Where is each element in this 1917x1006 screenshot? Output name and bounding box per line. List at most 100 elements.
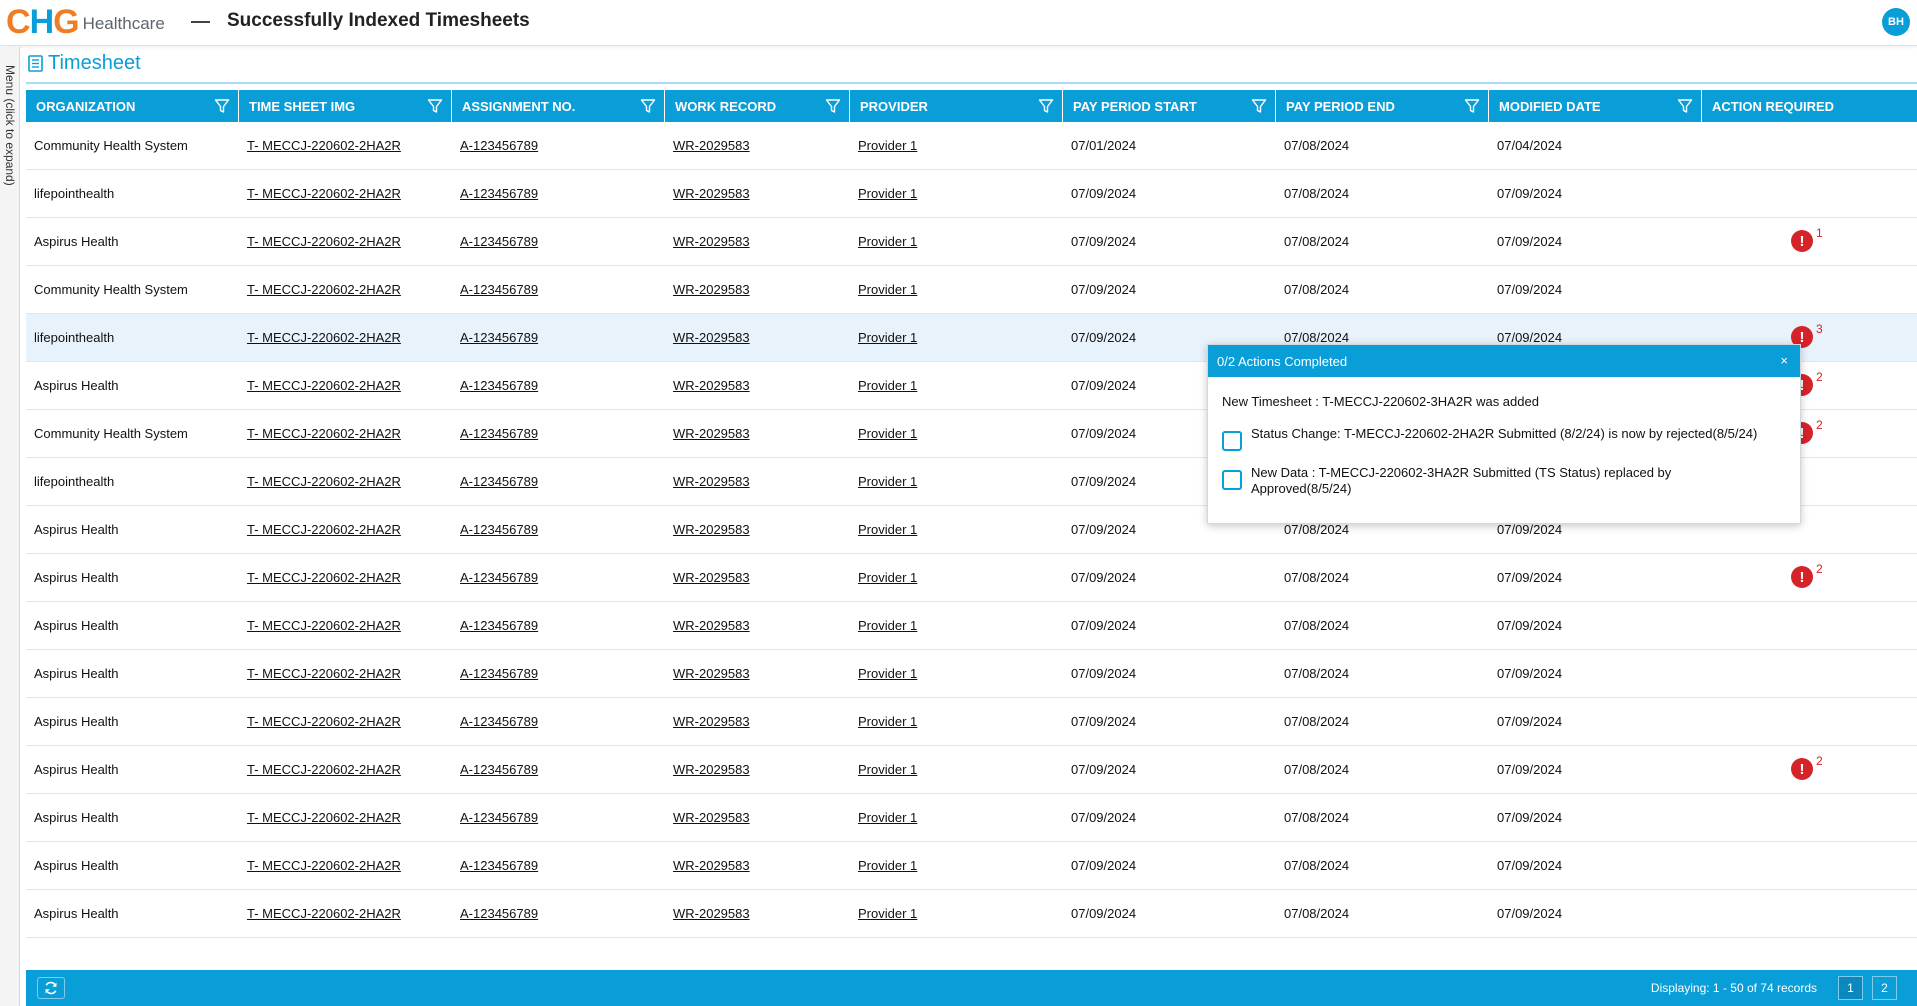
work-record-link[interactable]: WR-2029583 xyxy=(673,618,750,633)
time-sheet-img-link[interactable]: T- MECCJ-220602-2HA2R xyxy=(247,138,401,153)
action-alert[interactable]: ! 2 xyxy=(1791,562,1823,588)
time-sheet-img-link[interactable]: T- MECCJ-220602-2HA2R xyxy=(247,858,401,873)
column-header-time-sheet-img[interactable]: TIME SHEET IMG xyxy=(239,90,452,122)
column-header-pay-period-start[interactable]: PAY PERIOD START xyxy=(1063,90,1276,122)
assignment-no-link[interactable]: A-123456789 xyxy=(460,234,539,249)
alert-icon[interactable]: ! xyxy=(1791,758,1813,780)
filter-icon[interactable] xyxy=(214,98,230,114)
column-header-action-required[interactable]: ACTION REQUIRED xyxy=(1702,90,1917,122)
time-sheet-img-link[interactable]: T- MECCJ-220602-2HA2R xyxy=(247,810,401,825)
provider-link[interactable]: Provider 1 xyxy=(858,618,918,633)
table-row[interactable]: Aspirus Health T- MECCJ-220602-2HA2R A-123… xyxy=(26,842,1917,890)
assignment-no-link[interactable]: A-123456789 xyxy=(460,618,539,633)
time-sheet-img-link[interactable]: T- MECCJ-220602-2HA2R xyxy=(247,474,401,489)
work-record-link[interactable]: WR-2029583 xyxy=(673,762,750,777)
work-record-link[interactable]: WR-2029583 xyxy=(673,330,750,345)
work-record-link[interactable]: WR-2029583 xyxy=(673,666,750,681)
assignment-no-link[interactable]: A-123456789 xyxy=(460,762,539,777)
provider-link[interactable]: Provider 1 xyxy=(858,138,918,153)
assignment-no-link[interactable]: A-123456789 xyxy=(460,714,539,729)
page-button-1[interactable]: 1 xyxy=(1838,976,1863,1000)
table-row[interactable]: Aspirus Health T- MECCJ-220602-2HA2R A-123… xyxy=(26,218,1917,266)
provider-link[interactable]: Provider 1 xyxy=(858,906,918,921)
column-header-organization[interactable]: ORGANIZATION xyxy=(26,90,239,122)
work-record-link[interactable]: WR-2029583 xyxy=(673,282,750,297)
time-sheet-img-link[interactable]: T- MECCJ-220602-2HA2R xyxy=(247,282,401,297)
assignment-no-link[interactable]: A-123456789 xyxy=(460,906,539,921)
page-button-2[interactable]: 2 xyxy=(1872,976,1897,1000)
assignment-no-link[interactable]: A-123456789 xyxy=(460,330,539,345)
filter-icon[interactable] xyxy=(1251,98,1267,114)
work-record-link[interactable]: WR-2029583 xyxy=(673,906,750,921)
table-row[interactable]: Aspirus Health T- MECCJ-220602-2HA2R A-123… xyxy=(26,890,1917,938)
work-record-link[interactable]: WR-2029583 xyxy=(673,570,750,585)
provider-link[interactable]: Provider 1 xyxy=(858,282,918,297)
provider-link[interactable]: Provider 1 xyxy=(858,858,918,873)
chg-healthcare-logo[interactable]: CHG Healthcare xyxy=(6,4,165,40)
table-row[interactable]: Aspirus Health T- MECCJ-220602-2HA2R A-123… xyxy=(26,650,1917,698)
filter-icon[interactable] xyxy=(1677,98,1693,114)
assignment-no-link[interactable]: A-123456789 xyxy=(460,570,539,585)
filter-icon[interactable] xyxy=(1464,98,1480,114)
provider-link[interactable]: Provider 1 xyxy=(858,426,918,441)
work-record-link[interactable]: WR-2029583 xyxy=(673,426,750,441)
time-sheet-img-link[interactable]: T- MECCJ-220602-2HA2R xyxy=(247,330,401,345)
provider-link[interactable]: Provider 1 xyxy=(858,810,918,825)
assignment-no-link[interactable]: A-123456789 xyxy=(460,138,539,153)
table-row[interactable]: lifepointhealth T- MECCJ-220602-2HA2R A-12… xyxy=(26,170,1917,218)
table-row[interactable]: Aspirus Health T- MECCJ-220602-2HA2R A-123… xyxy=(26,746,1917,794)
assignment-no-link[interactable]: A-123456789 xyxy=(460,666,539,681)
filter-icon[interactable] xyxy=(427,98,443,114)
filter-icon[interactable] xyxy=(1038,98,1054,114)
assignment-no-link[interactable]: A-123456789 xyxy=(460,858,539,873)
work-record-link[interactable]: WR-2029583 xyxy=(673,186,750,201)
time-sheet-img-link[interactable]: T- MECCJ-220602-2HA2R xyxy=(247,666,401,681)
alert-icon[interactable]: ! xyxy=(1791,230,1813,252)
work-record-link[interactable]: WR-2029583 xyxy=(673,522,750,537)
column-header-work-record[interactable]: WORK RECORD xyxy=(665,90,850,122)
time-sheet-img-link[interactable]: T- MECCJ-220602-2HA2R xyxy=(247,378,401,393)
action-checkbox[interactable] xyxy=(1222,470,1242,490)
provider-link[interactable]: Provider 1 xyxy=(858,474,918,489)
refresh-button[interactable] xyxy=(37,977,65,999)
time-sheet-img-link[interactable]: T- MECCJ-220602-2HA2R xyxy=(247,234,401,249)
time-sheet-img-link[interactable]: T- MECCJ-220602-2HA2R xyxy=(247,762,401,777)
provider-link[interactable]: Provider 1 xyxy=(858,522,918,537)
table-row[interactable]: Community Health System T- MECCJ-220602-2… xyxy=(26,266,1917,314)
filter-icon[interactable] xyxy=(640,98,656,114)
table-row[interactable]: Aspirus Health T- MECCJ-220602-2HA2R A-123… xyxy=(26,602,1917,650)
provider-link[interactable]: Provider 1 xyxy=(858,330,918,345)
assignment-no-link[interactable]: A-123456789 xyxy=(460,282,539,297)
column-header-pay-period-end[interactable]: PAY PERIOD END xyxy=(1276,90,1489,122)
time-sheet-img-link[interactable]: T- MECCJ-220602-2HA2R xyxy=(247,186,401,201)
assignment-no-link[interactable]: A-123456789 xyxy=(460,186,539,201)
provider-link[interactable]: Provider 1 xyxy=(858,570,918,585)
time-sheet-img-link[interactable]: T- MECCJ-220602-2HA2R xyxy=(247,570,401,585)
provider-link[interactable]: Provider 1 xyxy=(858,378,918,393)
assignment-no-link[interactable]: A-123456789 xyxy=(460,378,539,393)
work-record-link[interactable]: WR-2029583 xyxy=(673,474,750,489)
action-alert[interactable]: ! 1 xyxy=(1791,226,1823,252)
alert-icon[interactable]: ! xyxy=(1791,326,1813,348)
close-icon[interactable]: × xyxy=(1780,353,1788,368)
provider-link[interactable]: Provider 1 xyxy=(858,666,918,681)
work-record-link[interactable]: WR-2029583 xyxy=(673,234,750,249)
time-sheet-img-link[interactable]: T- MECCJ-220602-2HA2R xyxy=(247,714,401,729)
action-checkbox[interactable] xyxy=(1222,431,1242,451)
provider-link[interactable]: Provider 1 xyxy=(858,762,918,777)
column-header-modified-date[interactable]: MODIFIED DATE xyxy=(1489,90,1702,122)
table-row[interactable]: Aspirus Health T- MECCJ-220602-2HA2R A-123… xyxy=(26,698,1917,746)
alert-icon[interactable]: ! xyxy=(1791,566,1813,588)
work-record-link[interactable]: WR-2029583 xyxy=(673,378,750,393)
time-sheet-img-link[interactable]: T- MECCJ-220602-2HA2R xyxy=(247,426,401,441)
work-record-link[interactable]: WR-2029583 xyxy=(673,714,750,729)
column-header-assignment-no[interactable]: ASSIGNMENT NO. xyxy=(452,90,665,122)
user-avatar[interactable]: BH xyxy=(1882,8,1910,36)
table-row[interactable]: Community Health System T- MECCJ-220602-2… xyxy=(26,122,1917,170)
filter-icon[interactable] xyxy=(825,98,841,114)
assignment-no-link[interactable]: A-123456789 xyxy=(460,474,539,489)
work-record-link[interactable]: WR-2029583 xyxy=(673,858,750,873)
table-row[interactable]: Aspirus Health T- MECCJ-220602-2HA2R A-123… xyxy=(26,554,1917,602)
column-header-provider[interactable]: PROVIDER xyxy=(850,90,1063,122)
table-row[interactable]: Aspirus Health T- MECCJ-220602-2HA2R A-123… xyxy=(26,794,1917,842)
